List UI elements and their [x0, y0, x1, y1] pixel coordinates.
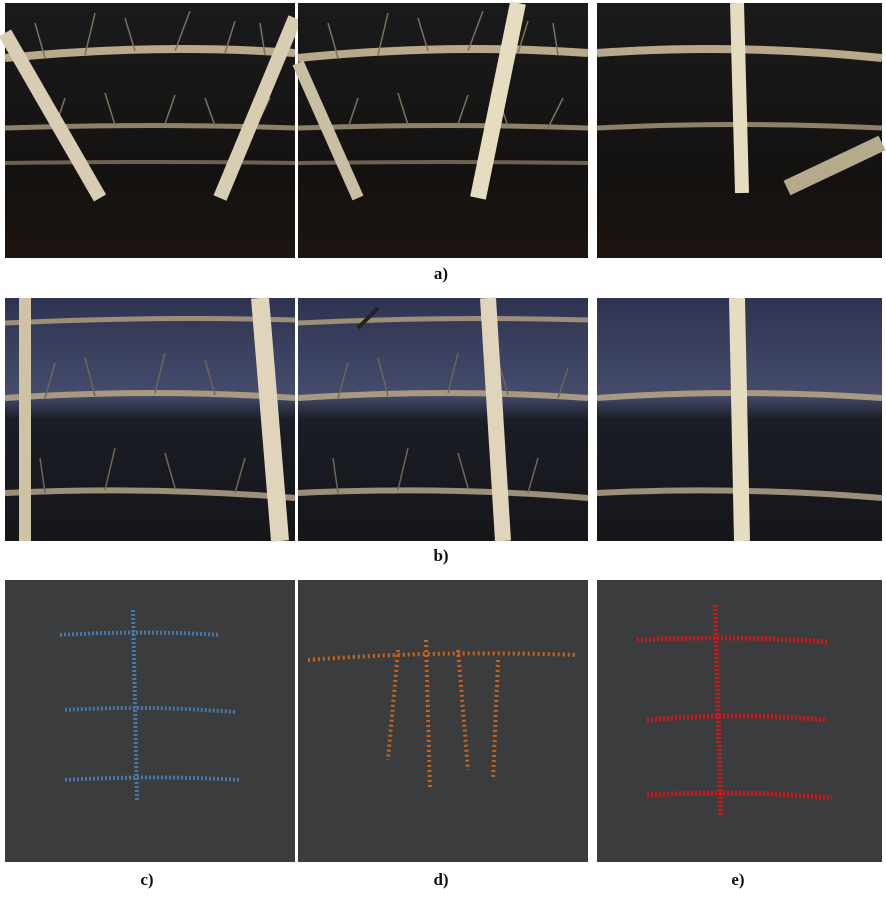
row-b-images	[5, 298, 882, 541]
panel-label: d)	[433, 870, 448, 889]
row-label: a)	[434, 264, 448, 283]
point-cloud-images	[5, 580, 882, 862]
panel-label: e)	[731, 870, 744, 889]
page: a) b) c) d) e) (() => { const data = JSO…	[0, 0, 886, 896]
panel-label: c)	[140, 870, 153, 889]
row-label: b)	[433, 546, 448, 565]
row-a-images	[5, 3, 882, 258]
figure: a) b) c) d) e)	[0, 0, 886, 896]
